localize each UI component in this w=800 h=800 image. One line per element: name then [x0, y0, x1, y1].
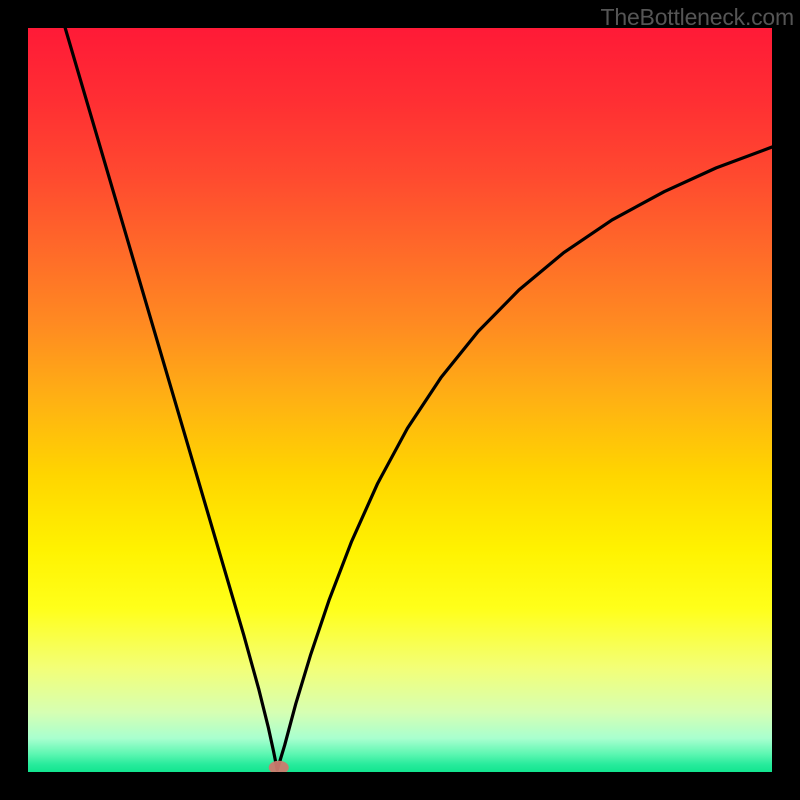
plot-frame	[28, 28, 772, 772]
gradient-background	[28, 28, 772, 772]
chart-container: TheBottleneck.com	[0, 0, 800, 800]
plot-area	[28, 28, 772, 772]
watermark-text: TheBottleneck.com	[601, 4, 794, 31]
